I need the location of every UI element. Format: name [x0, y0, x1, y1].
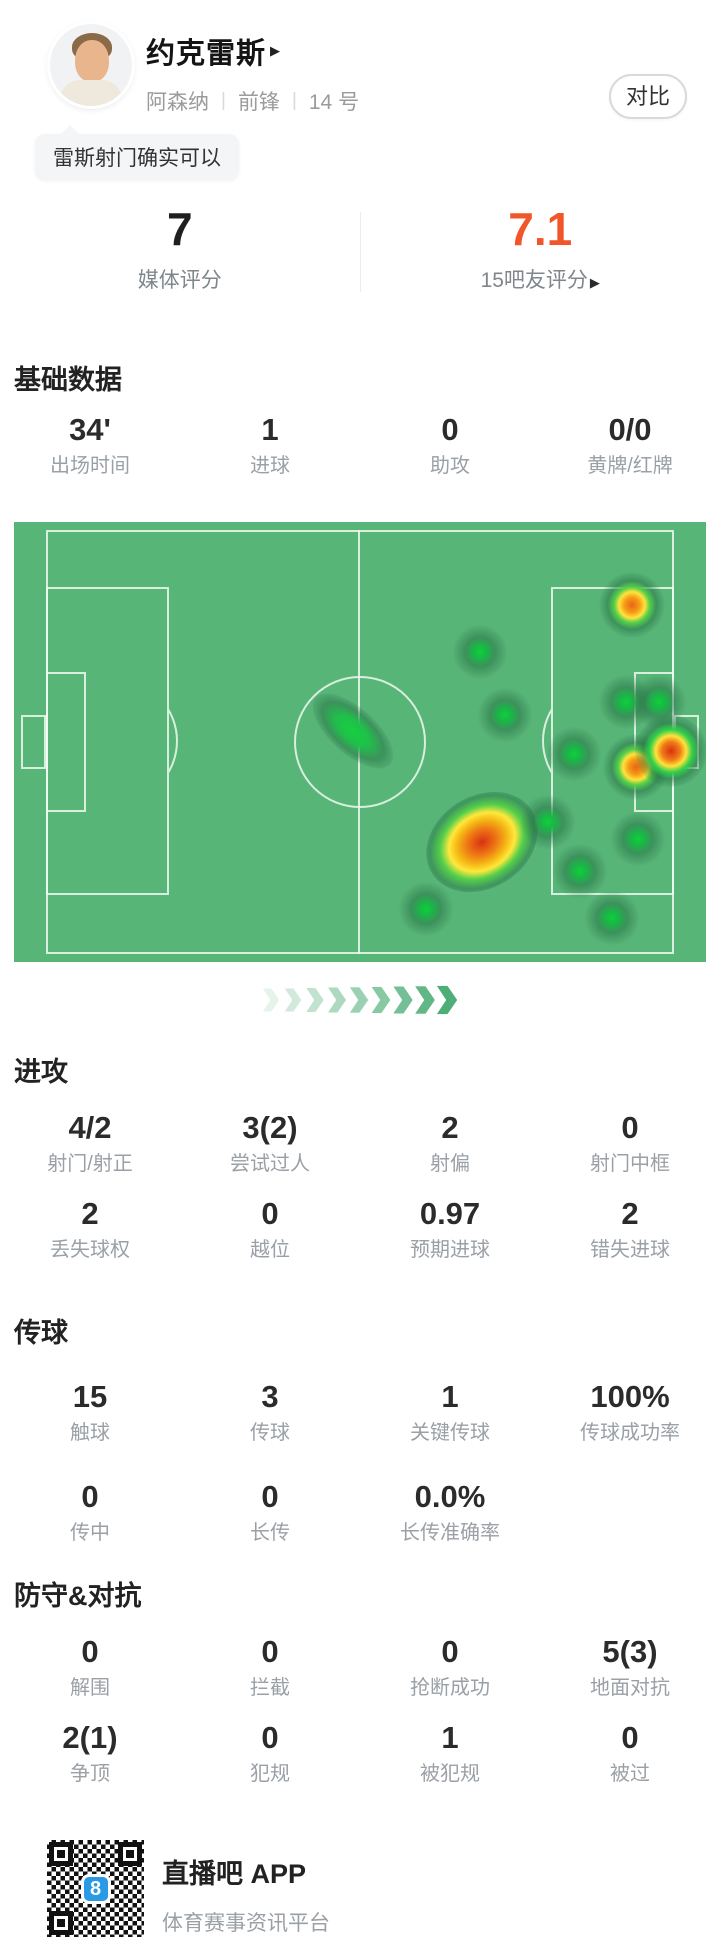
stat-dribbled-past: 0 被过 [540, 1721, 720, 1785]
stat-shots-off: 2 射偏 [360, 1111, 540, 1175]
section-title-defense: 防守&对抗 [14, 1574, 720, 1613]
stat-shots-woodwork: 0 射门中框 [540, 1111, 720, 1175]
section-title-attack: 进攻 [14, 1050, 720, 1089]
stat-blocks: 0 拦截 [180, 1635, 360, 1699]
passing-stats-row-2: 0 传中 0 长传 0.0% 长传准确率 [0, 1480, 720, 1544]
avatar-face [75, 40, 109, 82]
chevron-icon [415, 986, 435, 1014]
app-footer: 8 直播吧 APP 体育赛事资讯平台 [47, 1840, 720, 1937]
name-arrow-icon: ▶ [270, 43, 280, 59]
media-rating: 7 媒体评分 [0, 206, 360, 294]
heat-spot-green [451, 623, 509, 681]
fans-rating[interactable]: 7.1 15吧友评分▶ [361, 206, 720, 294]
stat-assists: 0 助攻 [360, 413, 540, 477]
attack-stats-row-2: 2 丢失球权 0 越位 0.97 预期进球 2 错失进球 [0, 1197, 720, 1261]
stat-crosses: 0 传中 [0, 1480, 180, 1544]
heat-spot-green [583, 889, 641, 947]
chevron-icon [263, 989, 279, 1012]
app-name: 直播吧 APP [162, 1852, 330, 1891]
stat-passes: 3 传球 [180, 1380, 360, 1444]
stat-long-ball-accuracy: 0.0% 长传准确率 [360, 1480, 540, 1544]
section-title-basic: 基础数据 [14, 358, 720, 397]
media-rating-label: 媒体评分 [0, 264, 360, 294]
chevron-icon [328, 987, 346, 1012]
heat-spot-green [397, 880, 455, 938]
fans-rating-label: 15吧友评分▶ [361, 264, 720, 294]
player-position: 前锋 [238, 86, 280, 116]
stat-touches: 15 触球 [0, 1380, 180, 1444]
defense-stats-row-2: 2(1) 争顶 0 犯规 1 被犯规 0 被过 [0, 1721, 720, 1785]
stat-aerial-duels: 2(1) 争顶 [0, 1721, 180, 1785]
meta-separator: | [221, 90, 226, 112]
stat-goals: 1 进球 [180, 413, 360, 477]
player-header: 约克雷斯 ▶ 阿森纳 | 前锋 | 14 号 对比 雷斯射门确实可以 [0, 0, 720, 180]
heat-spot-green [519, 793, 577, 851]
stat-fouls: 0 犯规 [180, 1721, 360, 1785]
pitch-left-goal [21, 715, 46, 769]
stat-fouled: 1 被犯规 [360, 1721, 540, 1785]
stat-possession-lost: 2 丢失球权 [0, 1197, 180, 1261]
meta-separator: | [292, 90, 297, 112]
qr-finder-icon [49, 1842, 73, 1866]
stat-ground-duels: 5(3) 地面对抗 [540, 1635, 720, 1699]
player-name-link[interactable]: 约克雷斯 ▶ [146, 30, 359, 72]
heat-spot-green [545, 725, 603, 783]
chevron-icon [350, 987, 368, 1013]
passing-stats-row-1: 15 触球 3 传球 1 关键传球 100% 传球成功率 [0, 1380, 720, 1444]
fans-rating-arrow-icon: ▶ [590, 275, 600, 290]
player-avatar [50, 24, 132, 106]
stat-key-passes: 1 关键传球 [360, 1380, 540, 1444]
qr-code: 8 [47, 1840, 144, 1937]
heat-spot-orange [599, 572, 665, 638]
chevron-icon [437, 986, 457, 1015]
heat-spot-green [609, 810, 667, 868]
qr-finder-icon [49, 1911, 73, 1935]
stat-clearances: 0 解围 [0, 1635, 180, 1699]
attack-stats-row-1: 4/2 射门/射正 3(2) 尝试过人 2 射偏 0 射门中框 [0, 1111, 720, 1175]
compare-button[interactable]: 对比 [609, 74, 687, 119]
stat-pass-accuracy: 100% 传球成功率 [540, 1380, 720, 1444]
stat-dribbles: 3(2) 尝试过人 [180, 1111, 360, 1175]
direction-chevrons-icon [0, 986, 720, 1014]
app-description: 体育赛事资讯平台 [162, 1907, 330, 1937]
stat-long-balls: 0 长传 [180, 1480, 360, 1544]
heat-spot-green [476, 686, 534, 744]
section-title-passing: 传球 [14, 1311, 720, 1350]
chevron-icon [393, 986, 412, 1013]
qr-finder-icon [118, 1842, 142, 1866]
ratings-section: 7 媒体评分 7.1 15吧友评分▶ [0, 206, 720, 294]
team-name: 阿森纳 [146, 86, 209, 116]
stat-tackles-won: 0 抢断成功 [360, 1635, 540, 1699]
fans-rating-value: 7.1 [361, 206, 720, 252]
stat-offsides: 0 越位 [180, 1197, 360, 1261]
stat-xg: 0.97 预期进球 [360, 1197, 540, 1261]
avatar-shirt [60, 80, 122, 106]
heat-spot-red [635, 715, 706, 787]
player-name: 约克雷斯 [146, 30, 266, 72]
tag-bubble: 雷斯射门确实可以 [35, 134, 239, 180]
stat-cards: 0/0 黄牌/红牌 [540, 413, 720, 477]
stat-shots: 4/2 射门/射正 [0, 1111, 180, 1175]
shirt-number: 14 号 [309, 86, 359, 116]
player-meta: 阿森纳 | 前锋 | 14 号 [146, 86, 359, 116]
stat-minutes: 34' 出场时间 [0, 413, 180, 477]
pitch-left-six-yard-box [46, 672, 86, 812]
media-rating-value: 7 [0, 206, 360, 252]
stat-empty [540, 1480, 720, 1544]
defense-stats-row-1: 0 解围 0 拦截 0 抢断成功 5(3) 地面对抗 [0, 1635, 720, 1699]
heatmap-pitch [14, 522, 706, 962]
stat-big-chances-missed: 2 错失进球 [540, 1197, 720, 1261]
zhibo8-logo-icon: 8 [81, 1874, 111, 1904]
chevron-icon [285, 988, 302, 1012]
basic-stats-row: 34' 出场时间 1 进球 0 助攻 0/0 黄牌/红牌 [0, 413, 720, 477]
chevron-icon [372, 987, 391, 1013]
chevron-icon [306, 988, 323, 1012]
